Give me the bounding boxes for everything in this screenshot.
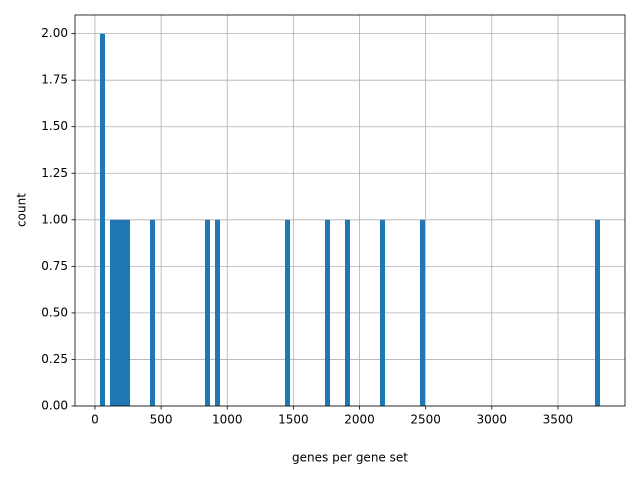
x-tick-label: 1000: [212, 413, 243, 427]
bar: [420, 219, 425, 406]
bar: [115, 219, 120, 406]
x-tick-label: 500: [150, 413, 173, 427]
bar: [215, 219, 220, 406]
bar: [345, 219, 350, 406]
bar: [120, 219, 125, 406]
x-tick-label: 2500: [410, 413, 441, 427]
bar: [380, 219, 385, 406]
bar: [100, 33, 105, 406]
bar: [150, 219, 155, 406]
bar: [595, 219, 600, 406]
bar: [110, 219, 115, 406]
x-tick-label: 2000: [344, 413, 375, 427]
y-tick-label: 0.25: [41, 352, 68, 366]
x-tick-label: 3500: [543, 413, 574, 427]
bar: [205, 219, 210, 406]
x-tick-label: 0: [91, 413, 99, 427]
plot-frame: [74, 14, 626, 407]
bar: [285, 219, 290, 406]
bar: [125, 219, 130, 406]
y-tick-label: 1.00: [41, 212, 68, 226]
bar: [325, 219, 330, 406]
y-axis-label: count: [15, 193, 29, 227]
y-tick-label: 1.25: [41, 166, 68, 180]
x-tick-label: 3000: [477, 413, 508, 427]
y-tick-label: 1.75: [41, 73, 68, 87]
y-tick-label: 2.00: [41, 26, 68, 40]
x-axis-label: genes per gene set: [292, 451, 408, 465]
y-tick-label: 1.50: [41, 119, 68, 133]
y-tick-label: 0.50: [41, 305, 68, 319]
y-tick-label: 0.00: [41, 399, 68, 413]
y-tick-label: 0.75: [41, 259, 68, 273]
x-tick-label: 1500: [278, 413, 309, 427]
